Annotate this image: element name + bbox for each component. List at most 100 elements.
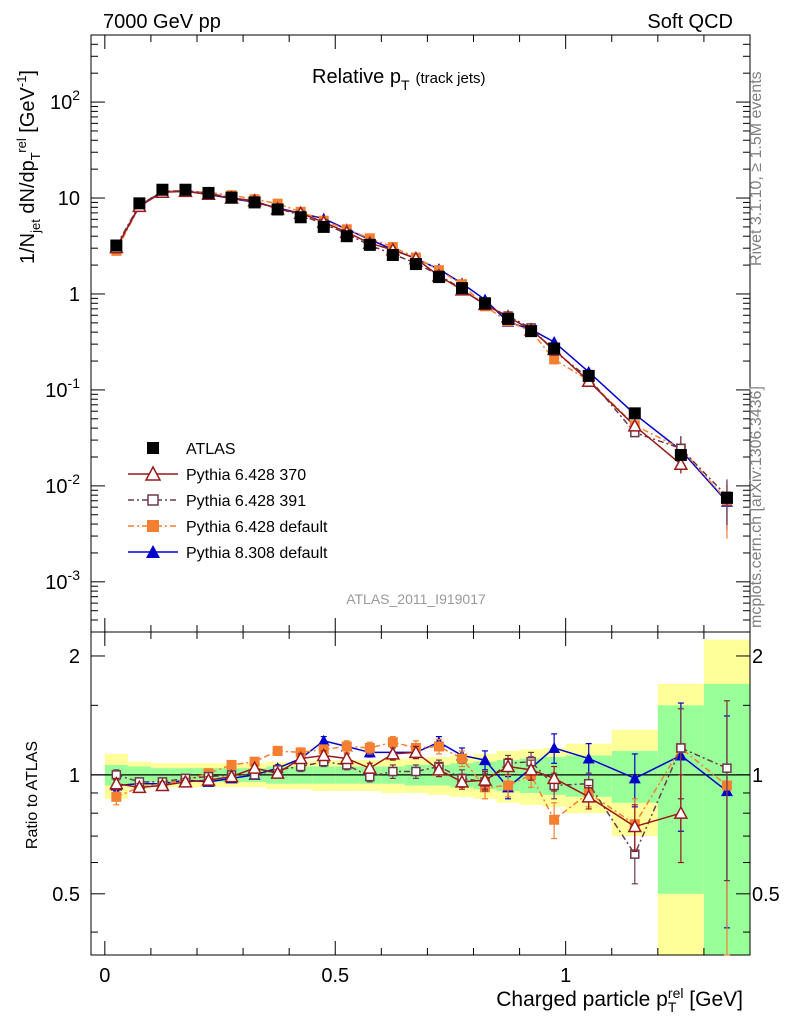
- atlas-data-point: [720, 491, 733, 504]
- ratio-marker: [582, 752, 595, 764]
- ratio-marker: [411, 766, 421, 777]
- ratio-marker: [628, 772, 641, 784]
- ratio-marker: [109, 776, 124, 790]
- ratio-marker: [673, 805, 689, 819]
- main-series-1: [115, 190, 682, 465]
- y-tick-label: 102: [50, 87, 80, 114]
- ratio-marker: [364, 742, 375, 753]
- ratio-marker: [339, 750, 355, 765]
- legend-label: Pythia 6.428 default: [186, 519, 328, 536]
- ratio-y-axis-label: Ratio to ATLAS: [24, 741, 41, 849]
- ratio-marker: [224, 769, 239, 783]
- analysis-watermark: ATLAS_2011_I919017: [346, 591, 486, 607]
- atlas-data-point: [271, 203, 284, 216]
- ratio-uncertainty-bands: [91, 639, 750, 955]
- legend-marker: [147, 494, 159, 506]
- legend-entry: Pythia 6.428 391: [128, 493, 306, 510]
- ratio-marker: [500, 758, 516, 773]
- ratio-marker: [155, 777, 170, 792]
- atlas-data-point: [386, 248, 399, 261]
- main-line: [115, 190, 728, 501]
- ratio-marker: [388, 766, 398, 777]
- ratio-marker: [503, 780, 514, 791]
- ratio-marker: [201, 772, 216, 786]
- ratio-y-tick-label-right: 1: [752, 765, 763, 787]
- ratio-marker: [317, 734, 330, 746]
- x-tick-label: 0.5: [321, 965, 349, 987]
- legend-label: Pythia 8.308 default: [186, 545, 328, 562]
- atlas-data-point: [628, 407, 641, 420]
- atlas-data-point: [202, 186, 215, 199]
- mcplots-label: mcplots.cern.ch [arXiv:1306.3436]: [748, 386, 765, 628]
- ratio-marker: [272, 745, 283, 756]
- y-tick-label: 10: [58, 188, 80, 210]
- legend-entry: Pythia 8.308 default: [128, 545, 328, 562]
- atlas-data-point: [479, 297, 492, 310]
- main-line: [115, 190, 682, 465]
- atlas-data-point: [133, 197, 146, 210]
- data-marks: [109, 183, 733, 956]
- ratio-y-tick-label-right: 0.5: [752, 884, 780, 906]
- chart-title: Relative pT (track jets): [312, 66, 486, 93]
- ratio-marker: [385, 746, 401, 760]
- legend: ATLAS Pythia 6.428 370 Pythia 6.428 391 Pyt…: [128, 441, 328, 562]
- y-tick-label: 10-3: [45, 567, 80, 594]
- legend-entry: Pythia 6.428 370: [128, 465, 306, 484]
- ratio-marker: [477, 772, 493, 786]
- atlas-data-point: [156, 183, 169, 196]
- ratio-marker: [676, 743, 686, 753]
- atlas-data-point: [340, 230, 353, 243]
- ratio-y-tick-label: 1: [69, 765, 80, 787]
- atlas-data-point: [548, 342, 561, 355]
- y-tick-label: 1: [69, 284, 80, 306]
- atlas-data-point: [225, 191, 238, 204]
- atlas-data-point: [502, 312, 515, 325]
- ratio-marker: [581, 789, 596, 803]
- atlas-data-point: [179, 183, 192, 196]
- main-series-3: [115, 190, 728, 501]
- ratio-marker: [362, 760, 378, 774]
- ratio-y-tick-label-right: 2: [752, 646, 763, 668]
- ratio-marker: [523, 762, 539, 776]
- ratio-marker: [408, 744, 424, 759]
- ratio-marker: [546, 770, 562, 785]
- atlas-data-point: [363, 238, 376, 251]
- ratio-marker: [479, 754, 492, 766]
- atlas-data-point: [294, 211, 307, 224]
- ratio-marker: [111, 791, 122, 802]
- main-marker: [549, 354, 560, 365]
- ratio-marker: [293, 750, 308, 765]
- x-tick-label: 0: [99, 965, 110, 987]
- atlas-data-point: [674, 448, 687, 461]
- y-tick-label: 10-2: [45, 471, 80, 498]
- ratio-marker: [270, 765, 285, 779]
- ratio-marker: [433, 741, 444, 752]
- ratio-marker: [627, 818, 643, 833]
- y-tick-label: 10-1: [45, 375, 80, 402]
- atlas-data-point: [525, 325, 538, 338]
- axis-ticks: 0 0.5 1 10-3 10-2 10-1 1 10 102 0.5 0.5 1 1 2 2: [45, 35, 780, 987]
- header-left: 7000 GeV pp: [103, 11, 221, 33]
- y-axis-label: 1/Njet dN/dpTrel [GeV-1]: [14, 70, 43, 264]
- title-sub: T: [401, 77, 410, 93]
- ratio-marker: [341, 741, 352, 752]
- ratio-marker: [549, 814, 560, 825]
- atlas-data-point: [455, 282, 468, 295]
- x-tick-label: 1: [560, 965, 571, 987]
- legend-label: ATLAS: [186, 441, 236, 458]
- legend-label: Pythia 6.428 370: [186, 467, 306, 484]
- svg-text:Relative pT(track jets): Relative pT (track jets): [312, 66, 486, 93]
- legend-marker: [147, 520, 159, 532]
- ratio-marker: [178, 774, 193, 788]
- legend-entry: Pythia 6.428 default: [128, 519, 328, 536]
- ratio-marker: [548, 741, 561, 753]
- atlas-data-point: [432, 271, 445, 284]
- atlas-data-point: [317, 220, 330, 233]
- legend-marker: [144, 465, 162, 481]
- ratio-marker: [316, 747, 331, 762]
- ratio-y-tick-label: 0.5: [52, 884, 80, 906]
- atlas-data-point: [409, 258, 422, 271]
- main-marker: [673, 456, 689, 471]
- ratio-marker: [387, 737, 398, 748]
- main-plot-frame: [90, 34, 751, 956]
